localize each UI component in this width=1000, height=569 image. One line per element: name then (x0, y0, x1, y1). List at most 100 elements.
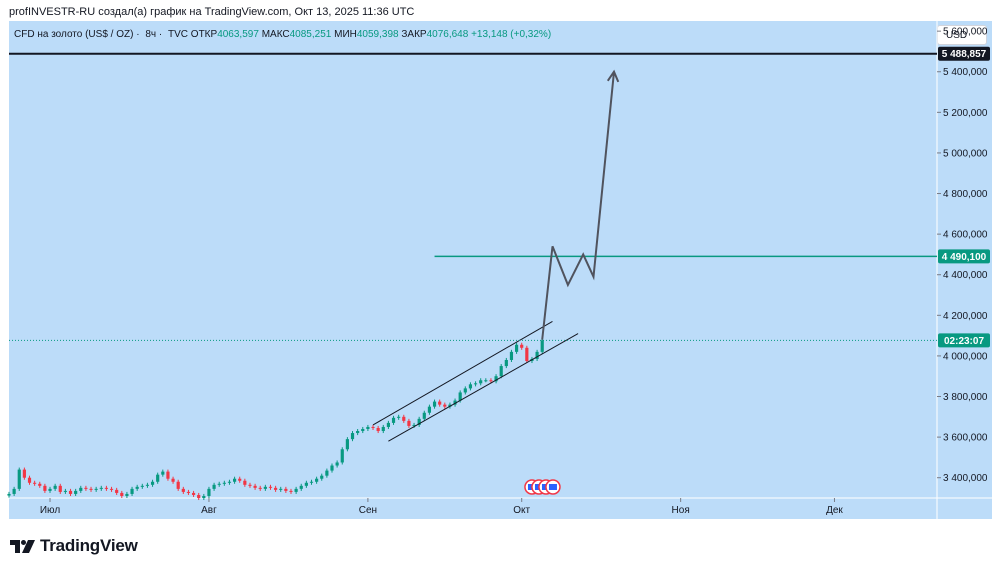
candle-body (356, 431, 360, 434)
candle-body (186, 491, 191, 493)
candle-body (366, 426, 370, 429)
x-tick-label: Сен (359, 505, 377, 516)
candle-body (540, 340, 544, 352)
candle-body (468, 384, 473, 389)
candle-body (156, 474, 160, 482)
candle-body (397, 416, 401, 418)
candle-body (171, 478, 175, 482)
projection-arrowhead (606, 69, 620, 83)
candle-body (535, 351, 539, 359)
candle-body (350, 433, 355, 440)
candle-body (243, 480, 247, 485)
candle-body (417, 418, 421, 425)
tradingview-logo-icon (10, 540, 35, 553)
candle-body (161, 471, 165, 475)
candle-body (238, 478, 242, 481)
candle-body (499, 366, 503, 377)
candle-body (284, 488, 288, 491)
candle-body (458, 392, 462, 401)
candle-body (48, 488, 52, 491)
y-tick-label: 3 800,000 (943, 392, 988, 403)
candle-body (197, 494, 201, 498)
y-tick-label: 5 200,000 (943, 108, 988, 119)
candle-body (145, 484, 150, 486)
candle-body (43, 485, 47, 491)
candle-body (525, 347, 529, 361)
projection-path[interactable] (541, 71, 615, 340)
candle-body (489, 380, 493, 382)
candle-body (520, 344, 524, 348)
resistance-price-label-bg (938, 46, 990, 61)
x-tick-label: Дек (826, 505, 843, 516)
brand-name: TradingView (40, 536, 138, 555)
candle-body (22, 469, 26, 478)
y-tick-label: 4 400,000 (943, 270, 988, 281)
candle-body (381, 426, 385, 432)
candle-body (258, 487, 262, 489)
candle-body (181, 488, 185, 492)
legend-symbol[interactable]: CFD на золото (US$ / OZ) (14, 29, 134, 40)
candle-body (376, 427, 380, 432)
candle-body (289, 490, 293, 492)
x-tick-label: Ноя (672, 505, 690, 516)
legend-open-value: 4063,597 (217, 29, 259, 40)
candle-body (509, 351, 514, 360)
candle-body (443, 404, 447, 407)
candle-body (412, 424, 416, 426)
x-tick-label: Авг (201, 505, 217, 516)
candle-body (89, 488, 93, 490)
candle-body (494, 376, 498, 382)
candle-body (109, 488, 114, 490)
candle-body (140, 485, 144, 487)
candle-body (514, 344, 519, 352)
candle-body (361, 428, 365, 432)
candle-body (68, 490, 73, 494)
candle-body (268, 486, 273, 488)
candle-body (130, 488, 134, 494)
candle-body (391, 417, 396, 423)
candle-body (125, 493, 129, 496)
candle-body (233, 478, 237, 482)
target-price-label: 4 490,100 (942, 252, 987, 263)
candle-body (274, 487, 278, 490)
candle-body (279, 488, 283, 490)
candle-body (84, 487, 88, 489)
candle-body (58, 485, 62, 492)
countdown-label: 02:23:07 (944, 336, 984, 347)
candle-body (463, 388, 467, 393)
y-tick-label: 5 600,000 (943, 27, 988, 38)
legend-close-value: 4076,648 (426, 29, 469, 40)
candle-body (438, 401, 442, 405)
candle-body (202, 495, 206, 498)
candle-body (330, 465, 334, 471)
channel-upper-line[interactable] (372, 320, 553, 426)
y-tick-label: 3 400,000 (943, 473, 988, 484)
chart-pane[interactable] (9, 21, 992, 519)
channel-lower-line[interactable] (388, 333, 579, 442)
target-price-label-bg (938, 249, 990, 264)
candle-body (263, 486, 267, 489)
y-tick-label: 4 800,000 (943, 189, 988, 200)
candle-body (120, 492, 124, 496)
candle-body (453, 400, 457, 405)
candle-body (12, 488, 16, 494)
candle-body (432, 401, 437, 407)
x-tick-label: Окт (513, 505, 530, 516)
y-tick-label: 4 600,000 (943, 230, 988, 241)
legend-low-value: 4059,398 (356, 29, 399, 40)
legend-close-label: ЗАКР (401, 29, 427, 40)
candle-body (304, 482, 308, 486)
legend-interval[interactable]: 8ч (145, 29, 157, 40)
candle-body (94, 488, 98, 490)
tradingview-logo[interactable]: TradingView (10, 536, 138, 556)
candle-body (135, 486, 139, 489)
y-tick-label: 4 000,000 (943, 351, 988, 362)
candle-body (53, 485, 57, 489)
candle-body (17, 469, 21, 489)
legend-open-label: ОТКР (190, 29, 218, 40)
candle-body (217, 483, 221, 485)
candle-body (294, 488, 298, 492)
symbol-legend: CFD на золото (US$ / OZ) · 8ч · TVC ОТКР… (14, 29, 552, 40)
candle-body (386, 422, 390, 427)
